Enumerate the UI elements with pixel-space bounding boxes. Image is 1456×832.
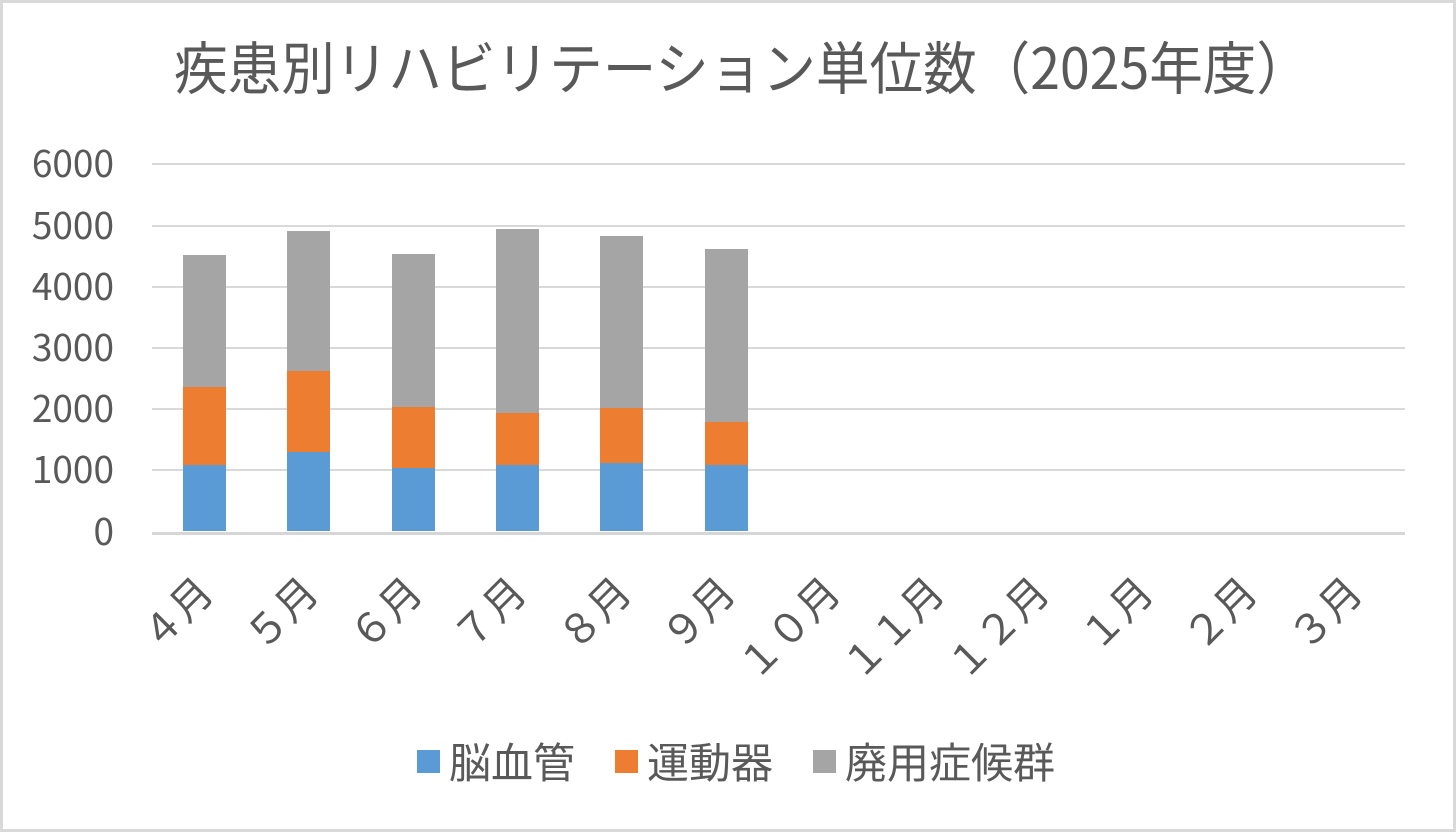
legend-item-廃用症候群[interactable]: 廃用症候群 — [813, 739, 1055, 783]
x-axis-label-２月: ２月 — [1168, 560, 1269, 662]
legend-item-運動器[interactable]: 運動器 — [614, 730, 773, 791]
bar-４月-運動器[interactable] — [182, 387, 226, 466]
gridline-3000 — [152, 346, 1405, 349]
y-axis-label-5000: 5000 — [31, 195, 114, 250]
y-axis-label-1000: 1000 — [31, 440, 114, 495]
x-axis-label-６月: ６月 — [332, 560, 434, 662]
x-axis-line — [152, 531, 1405, 535]
legend-item-脳血管[interactable]: 脳血管 — [416, 730, 575, 791]
y-axis-label-0: 0 — [93, 501, 114, 556]
x-axis-label-１０月: １０月 — [721, 560, 852, 691]
x-axis-label-４月: ４月 — [124, 560, 225, 662]
legend-swatch-脳血管 — [416, 749, 440, 773]
chart-title: 疾患別リハビリテーション単位数（2025年度） — [174, 24, 1310, 106]
bar-４月-廃用症候群[interactable] — [182, 255, 226, 388]
gridline-1000 — [152, 469, 1405, 472]
x-axis-label-１２月: １２月 — [930, 560, 1060, 691]
bar-６月-運動器[interactable] — [391, 407, 435, 468]
y-axis-label-4000: 4000 — [31, 256, 114, 311]
bar-７月-廃用症候群[interactable] — [495, 228, 539, 413]
y-axis-label-3000: 3000 — [31, 317, 114, 372]
bar-５月-脳血管[interactable] — [287, 451, 331, 532]
bar-９月-脳血管[interactable] — [704, 464, 748, 532]
legend-swatch-運動器 — [614, 749, 638, 773]
x-axis-label-５月: ５月 — [228, 560, 329, 662]
gridline-6000 — [152, 163, 1405, 166]
x-axis-label-１月: １月 — [1063, 560, 1165, 662]
legend-swatch-廃用症候群 — [813, 749, 836, 773]
bar-８月-廃用症候群[interactable] — [600, 235, 644, 409]
legend: 脳血管 運動器 廃用症候群 — [8, 739, 1456, 783]
legend-label-廃用症候群: 廃用症候群 — [845, 730, 1056, 791]
bar-９月-廃用症候群[interactable] — [704, 248, 748, 422]
gridline-4000 — [152, 285, 1405, 288]
bar-７月-運動器[interactable] — [495, 412, 539, 466]
y-axis-label-2000: 2000 — [31, 379, 114, 434]
bar-８月-運動器[interactable] — [600, 408, 644, 463]
x-axis-label-８月: ８月 — [541, 560, 643, 662]
bar-６月-脳血管[interactable] — [391, 467, 435, 532]
bar-５月-廃用症候群[interactable] — [287, 231, 331, 371]
y-axis-label-6000: 6000 — [31, 134, 114, 189]
bar-４月-脳血管[interactable] — [182, 465, 226, 532]
bar-７月-脳血管[interactable] — [495, 465, 539, 532]
x-axis-label-３月: ３月 — [1272, 560, 1374, 662]
gridline-2000 — [152, 408, 1405, 411]
legend-label-脳血管: 脳血管 — [448, 730, 575, 791]
bar-６月-廃用症候群[interactable] — [391, 253, 435, 408]
x-axis-label-１１月: １１月 — [826, 560, 956, 691]
gridline-5000 — [152, 224, 1405, 227]
bar-９月-運動器[interactable] — [704, 421, 748, 465]
x-axis-label-７月: ７月 — [437, 560, 538, 662]
legend-label-運動器: 運動器 — [646, 730, 773, 791]
bar-８月-脳血管[interactable] — [600, 462, 644, 532]
bar-５月-運動器[interactable] — [287, 370, 331, 452]
